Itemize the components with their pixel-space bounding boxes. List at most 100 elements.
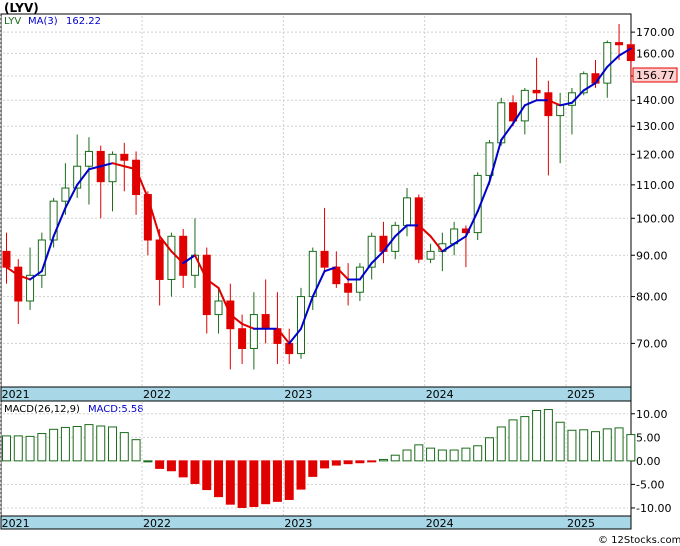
price-x-axis: 2021 2022 2023 2024 2025 [2, 388, 595, 401]
candle-body [261, 314, 270, 330]
candle-body [509, 102, 518, 122]
candle-body [49, 200, 58, 241]
ma-segment [311, 270, 326, 298]
macd-bar [25, 435, 35, 462]
macd-bar [60, 426, 70, 462]
macd-bar [178, 460, 188, 478]
ma-segment [370, 250, 385, 265]
candle-body [14, 266, 23, 302]
candle-body [426, 250, 435, 260]
price-y-tick-label: 160.00 [636, 47, 675, 60]
legend-ma-value: 162.22 [66, 16, 101, 27]
macd-y-tick-label: -5.00 [636, 478, 664, 491]
macd-bar [155, 460, 165, 469]
ma-segment [64, 183, 79, 209]
ma-segment [570, 89, 585, 104]
candle-body [403, 197, 412, 226]
candle-body [214, 300, 223, 316]
ma-segment [205, 278, 220, 289]
macd-y-tick-label: 0.00 [636, 455, 661, 468]
macd-bar [520, 416, 530, 462]
macd-bar [543, 409, 553, 462]
candle-body [84, 150, 93, 167]
ma-segment [241, 322, 255, 330]
chart-title: (LYV) [4, 1, 39, 15]
price-candles [2, 23, 635, 370]
price-y-tick-label: 90.00 [636, 249, 668, 262]
candle-body [544, 92, 553, 117]
ma-segment [288, 327, 302, 345]
macd-x-tick-label: 2022 [143, 517, 171, 530]
macd-bar [461, 447, 471, 462]
macd-bar [567, 429, 577, 462]
ma-segment [618, 47, 632, 57]
price-x-axis-band [0, 386, 632, 402]
ma-segment [146, 196, 161, 238]
legend-ticker: LYV [4, 16, 21, 27]
candle-body [532, 89, 541, 94]
candle-body [37, 239, 46, 276]
macd-bar [414, 444, 424, 462]
candle-body [179, 235, 188, 276]
candle-body [167, 235, 176, 280]
ma-segment [217, 286, 232, 316]
price-y-tick-label: 120.00 [636, 148, 675, 161]
macd-bar [602, 428, 612, 462]
macd-y-tick-label: 5.00 [636, 431, 661, 444]
macd-bars [2, 409, 636, 508]
candle-body [249, 314, 258, 349]
macd-x-tick-label: 2023 [284, 517, 312, 530]
price-y-tick-label: 80.00 [636, 291, 668, 304]
ma-segment [229, 313, 244, 325]
macd-bar [496, 426, 506, 462]
ma-segment [52, 206, 67, 238]
ma-segment [170, 250, 185, 265]
macd-bar [214, 460, 224, 498]
macd-bar [96, 425, 106, 462]
ma-segment [382, 235, 397, 253]
ma-segment [547, 99, 562, 107]
last-price-marker [632, 67, 678, 83]
ma-segment [87, 165, 102, 171]
candle-body [485, 142, 494, 176]
candle-body [285, 342, 294, 355]
macd-bar [296, 460, 306, 490]
price-x-tick-label: 2024 [426, 388, 454, 401]
macd-x-axis-band [0, 515, 632, 530]
macd-x-tick-label: 2025 [567, 517, 595, 530]
price-x-tick-label: 2025 [567, 388, 595, 401]
ma-line [5, 47, 632, 345]
ma-segment [193, 254, 208, 281]
macd-bar [437, 449, 447, 462]
ma-segment [464, 210, 479, 238]
macd-bar [390, 454, 400, 462]
macd-bar [367, 460, 377, 463]
macd-value-label: MACD:5.58 [88, 404, 144, 415]
macd-bar [591, 431, 600, 462]
macd-bar [343, 460, 353, 465]
ma-segment [300, 295, 314, 330]
macd-y-tick-label: -10.00 [636, 502, 671, 515]
price-y-tick-label: 100.00 [636, 212, 675, 225]
macd-bar [355, 460, 365, 464]
macd-bar [308, 460, 318, 477]
legend-ma-label: MA(3) [28, 16, 58, 27]
ma-segment [582, 82, 597, 92]
candle-body [108, 153, 117, 183]
macd-bar [331, 460, 341, 466]
ma-segment [417, 224, 432, 238]
macd-bar [249, 460, 259, 508]
price-grid [0, 16, 628, 387]
ma-segment [594, 65, 609, 85]
ma-segment [488, 139, 503, 183]
price-y-tick-label: 110.00 [636, 179, 675, 192]
ma-segment [158, 235, 173, 253]
macd-bar [261, 460, 271, 505]
macd-bar [614, 427, 624, 462]
macd-bar [119, 432, 129, 462]
ma-segment [335, 266, 350, 281]
macd-bar [202, 460, 212, 491]
ma-segment [182, 254, 196, 265]
macd-bar [508, 419, 518, 462]
candle-body [143, 194, 152, 241]
